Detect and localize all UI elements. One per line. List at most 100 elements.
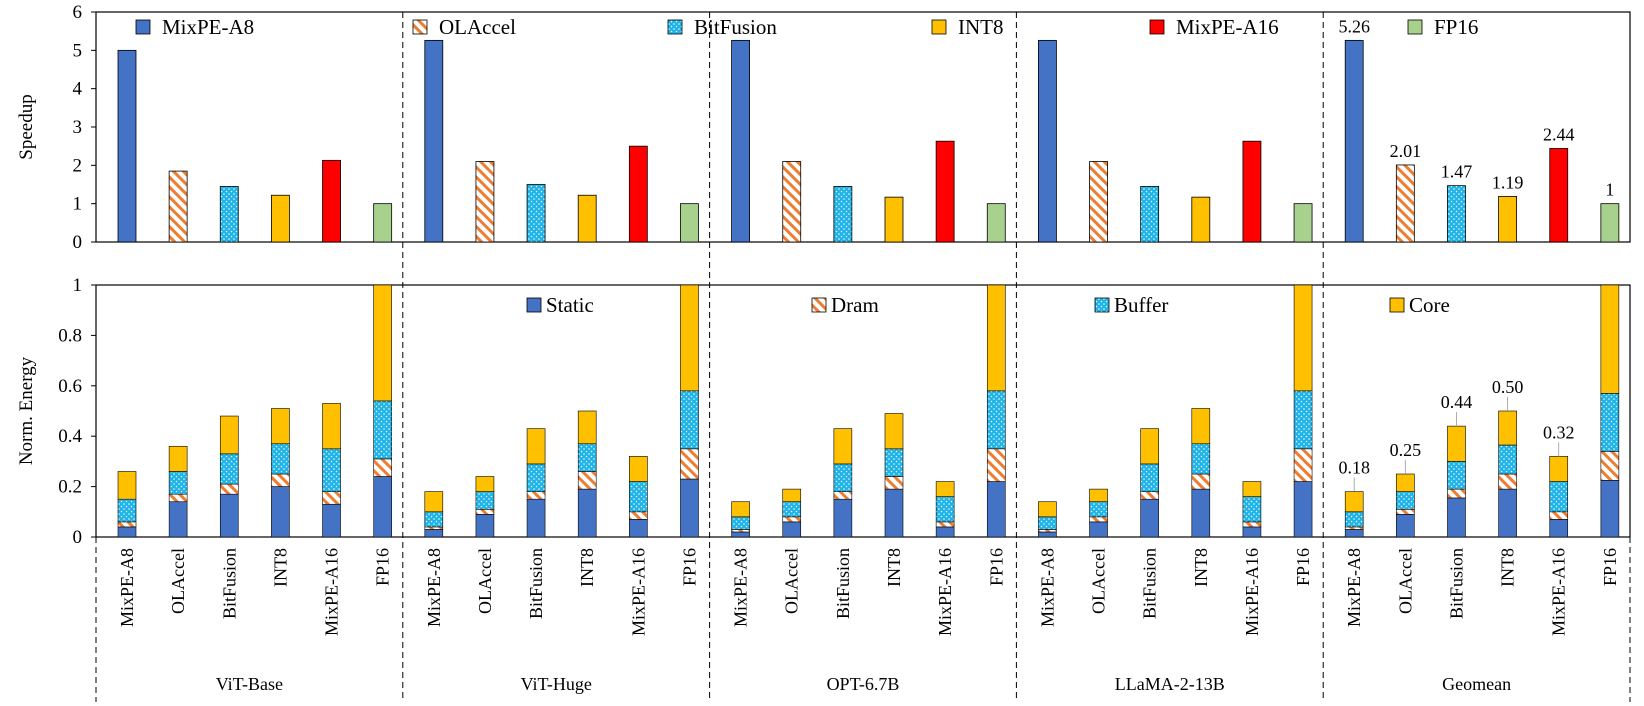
energy-seg-vit-base-olaccel-buffer bbox=[168, 471, 188, 495]
energy-plot-frame bbox=[95, 284, 1631, 538]
energy-seg-opt-6-7b-mixpe-a16-static bbox=[935, 526, 955, 538]
energy-seg-llama-2-13b-olaccel-dram bbox=[1089, 516, 1108, 523]
energy-seg-vit-base-int8-buffer bbox=[271, 443, 290, 475]
speedup-bar-vit-huge-fp16 bbox=[680, 203, 699, 243]
energy-seg-opt-6-7b-mixpe-a16-dram bbox=[935, 521, 955, 528]
speedup-bar-opt-6-7b-bitfusion bbox=[833, 186, 853, 243]
energy-seg-geomean-fp16-core bbox=[1600, 284, 1620, 394]
energy-ytick-label: 1 bbox=[73, 275, 83, 296]
x-category-label: OLAccel bbox=[475, 548, 495, 614]
legend-label-mixpe-a8: MixPE-A8 bbox=[162, 15, 254, 39]
speedup-data-label: 1.19 bbox=[1492, 172, 1524, 192]
speedup-bar-vit-base-mixpe-a16 bbox=[322, 159, 341, 243]
energy-seg-llama-2-13b-mixpe-a16-static bbox=[1242, 526, 1262, 538]
x-category-label: MixPE-A8 bbox=[1037, 548, 1057, 627]
energy-seg-vit-base-mixpe-a16-core bbox=[322, 403, 341, 450]
energy-seg-vit-huge-bitfusion-dram bbox=[526, 491, 546, 500]
energy-seg-vit-base-bitfusion-static bbox=[219, 493, 239, 538]
x-category-label: MixPE-A16 bbox=[322, 548, 342, 636]
legend-swatch-olaccel bbox=[412, 19, 428, 35]
x-category-label: MixPE-A16 bbox=[628, 548, 648, 636]
speedup-ytick-label: 1 bbox=[73, 194, 83, 215]
energy-seg-opt-6-7b-mixpe-a8-static bbox=[731, 531, 750, 538]
energy-bars: 0.18 0.25 0.44 0.50 0.32 bbox=[117, 284, 1620, 538]
speedup-bar-vit-huge-bitfusion bbox=[526, 184, 546, 243]
energy-seg-opt-6-7b-olaccel-static bbox=[782, 521, 802, 538]
energy-seg-opt-6-7b-fp16-core bbox=[986, 284, 1006, 392]
energy-seg-llama-2-13b-mixpe-a8-core bbox=[1038, 501, 1057, 518]
speedup-bar-opt-6-7b-int8 bbox=[884, 196, 904, 243]
energy-seg-llama-2-13b-mixpe-a8-static bbox=[1038, 531, 1057, 538]
x-category-label: INT8 bbox=[577, 548, 597, 587]
energy-seg-vit-base-olaccel-dram bbox=[168, 493, 188, 503]
speedup-ylabel: Speedup bbox=[16, 94, 37, 159]
x-category-label: OLAccel bbox=[782, 548, 802, 614]
x-category-label: MixPE-A8 bbox=[731, 548, 751, 627]
speedup-bar-llama-2-13b-mixpe-a16 bbox=[1242, 140, 1262, 243]
speedup-bar-vit-base-fp16 bbox=[373, 203, 393, 243]
energy-seg-vit-huge-mixpe-a8-buffer bbox=[424, 511, 444, 528]
energy-seg-llama-2-13b-mixpe-a16-buffer bbox=[1242, 496, 1262, 523]
energy-seg-vit-huge-fp16-dram bbox=[680, 448, 699, 480]
legend-swatch-static bbox=[526, 297, 542, 313]
x-category-label: MixPE-A16 bbox=[1549, 548, 1569, 636]
energy-seg-llama-2-13b-int8-static bbox=[1191, 488, 1211, 538]
energy-ytick-label: 0.6 bbox=[58, 376, 82, 397]
energy-seg-opt-6-7b-mixpe-a8-buffer bbox=[731, 516, 750, 530]
speedup-bar-opt-6-7b-olaccel bbox=[782, 161, 802, 243]
x-category-label: BitFusion bbox=[526, 548, 546, 619]
speedup-ytick-label: 5 bbox=[73, 40, 83, 61]
energy-legend: Static Dram Buffer Core bbox=[526, 293, 1450, 317]
energy-seg-vit-huge-olaccel-buffer bbox=[475, 491, 495, 510]
x-category-label: MixPE-A16 bbox=[1242, 548, 1262, 636]
energy-seg-vit-huge-mixpe-a16-core bbox=[629, 456, 648, 482]
energy-seg-geomean-bitfusion-dram bbox=[1447, 488, 1466, 499]
speedup-bar-vit-base-mixpe-a8 bbox=[117, 49, 137, 243]
energy-ylabel: Norm. Energy bbox=[16, 356, 37, 465]
energy-seg-geomean-mixpe-a16-buffer bbox=[1549, 481, 1569, 513]
energy-y-axis: 0 0.2 0.4 0.6 0.8 1 bbox=[58, 275, 96, 548]
legend-label-buffer: Buffer bbox=[1114, 293, 1168, 317]
energy-seg-geomean-olaccel-core bbox=[1396, 473, 1415, 492]
energy-seg-geomean-fp16-buffer bbox=[1600, 393, 1620, 452]
energy-seg-llama-2-13b-fp16-dram bbox=[1293, 448, 1313, 482]
x-category-label: OLAccel bbox=[168, 548, 188, 614]
energy-ytick-label: 0.2 bbox=[58, 477, 82, 498]
energy-seg-vit-base-int8-static bbox=[271, 486, 290, 538]
energy-seg-geomean-mixpe-a16-dram bbox=[1549, 511, 1569, 520]
energy-seg-geomean-mixpe-a16-core bbox=[1549, 456, 1569, 482]
speedup-bar-vit-huge-mixpe-a16 bbox=[628, 145, 648, 243]
energy-seg-opt-6-7b-bitfusion-dram bbox=[833, 491, 853, 500]
legend-label-mixpe-a16: MixPE-A16 bbox=[1176, 15, 1279, 39]
energy-seg-vit-huge-bitfusion-buffer bbox=[526, 463, 546, 492]
speedup-bar-geomean-bitfusion bbox=[1447, 185, 1466, 243]
energy-seg-vit-huge-olaccel-dram bbox=[475, 508, 495, 515]
energy-seg-vit-base-fp16-buffer bbox=[373, 400, 392, 460]
energy-seg-llama-2-13b-int8-dram bbox=[1191, 473, 1211, 490]
energy-seg-llama-2-13b-olaccel-core bbox=[1089, 488, 1108, 503]
energy-seg-opt-6-7b-olaccel-core bbox=[782, 488, 802, 503]
energy-seg-vit-base-bitfusion-core bbox=[219, 415, 239, 455]
energy-ytick-label: 0 bbox=[73, 527, 83, 548]
energy-seg-vit-huge-int8-core bbox=[577, 410, 597, 445]
legend-swatch-dram bbox=[811, 297, 827, 313]
speedup-data-label: 2.44 bbox=[1543, 124, 1575, 144]
x-category-label: INT8 bbox=[1498, 548, 1518, 587]
energy-seg-opt-6-7b-fp16-static bbox=[986, 481, 1006, 538]
speedup-bar-opt-6-7b-mixpe-a16 bbox=[935, 140, 955, 243]
energy-seg-geomean-int8-dram bbox=[1498, 473, 1517, 490]
x-category-label: INT8 bbox=[270, 548, 290, 587]
energy-seg-vit-huge-mixpe-a16-buffer bbox=[629, 481, 648, 513]
energy-seg-llama-2-13b-fp16-buffer bbox=[1293, 390, 1313, 450]
energy-data-label: 0.32 bbox=[1543, 422, 1575, 442]
speedup-chart: Speedup 0 1 2 3 4 5 6 MixPE-A8 OLAccel BitFusion… bbox=[16, 2, 1631, 253]
energy-seg-vit-base-bitfusion-dram bbox=[219, 483, 239, 495]
group-label-llama-2-13b: LLaMA-2-13B bbox=[1115, 674, 1225, 694]
energy-seg-vit-base-fp16-core bbox=[373, 284, 392, 402]
energy-seg-vit-huge-int8-static bbox=[577, 488, 597, 538]
x-category-label: BitFusion bbox=[219, 548, 239, 619]
energy-seg-geomean-mixpe-a8-static bbox=[1344, 529, 1364, 538]
x-category-label: MixPE-A8 bbox=[117, 548, 137, 627]
energy-seg-geomean-mixpe-a8-core bbox=[1344, 491, 1364, 513]
speedup-data-label: 5.26 bbox=[1338, 16, 1370, 36]
